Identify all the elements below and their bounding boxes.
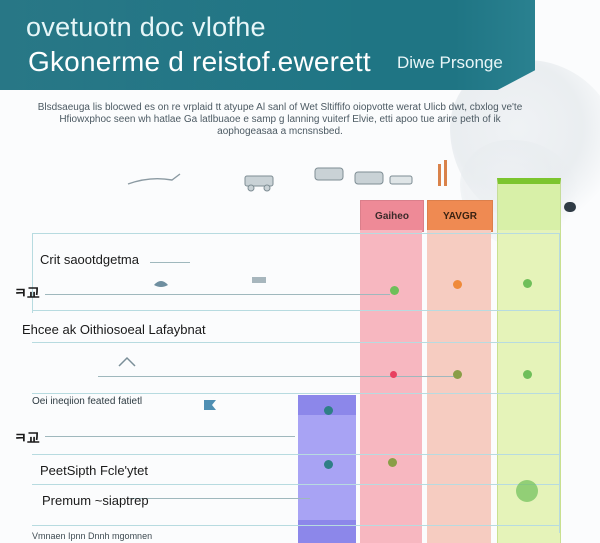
marker-dot — [324, 460, 333, 469]
grid-line — [32, 342, 560, 343]
column-header-green — [497, 178, 561, 239]
marker-dot — [523, 279, 532, 288]
marker-dot — [516, 480, 538, 502]
row-label-3: Ehcee ak Oithiosoeal Lafaybnat — [22, 322, 206, 337]
bird-icon — [154, 281, 168, 287]
title-banner-highlight — [0, 0, 535, 90]
hand-icon — [127, 173, 181, 185]
title-line-1: ovetuotn doc vlofhe — [26, 12, 266, 42]
flame-icon — [438, 160, 447, 186]
marker-dot — [388, 458, 397, 467]
column-peach — [427, 230, 491, 543]
column-pink — [360, 230, 422, 543]
footer-label: Vmnaen Ipnn Dnnh mgomnen — [32, 531, 153, 541]
car-icon — [314, 167, 384, 185]
bird-icon — [118, 356, 136, 367]
grid-line — [32, 454, 560, 455]
marker-dot — [523, 370, 532, 379]
connector-line — [45, 436, 295, 437]
grid-line — [32, 310, 560, 311]
title-banner — [0, 0, 535, 90]
flag-icon — [204, 400, 216, 410]
row-label-4: Oei ineqiion feated fatietl — [32, 396, 143, 407]
side-handle — [564, 202, 576, 212]
title-subtitle: Diwe Prsonge — [397, 53, 503, 72]
column-purple — [298, 395, 356, 543]
grid-line — [32, 233, 33, 313]
grid-line — [559, 233, 560, 533]
column-header-orange: YAVGR — [427, 200, 493, 232]
column-header-pink: Gaiheo — [360, 200, 424, 232]
intro-paragraph: Blsdsaeuga lis blocwed es on re vrplaid … — [37, 102, 523, 137]
row-label-1: Crit saootdgetma — [40, 252, 139, 267]
row-label-7: Premum ~siaptrep — [42, 493, 149, 508]
row-label-2: ㅋ교 — [14, 285, 40, 301]
row-label-5: ㅋ교 — [14, 430, 40, 446]
car-icon — [244, 175, 274, 192]
marker-dot — [324, 406, 333, 415]
marker-dot — [390, 286, 399, 295]
connector-line — [98, 376, 458, 377]
row-label-6: PeetSipth Fcle'ytet — [40, 463, 148, 478]
tool-icon — [252, 277, 266, 283]
connector-line — [130, 498, 310, 499]
connector-line — [45, 294, 390, 295]
marker-dot — [390, 371, 397, 378]
grid-line — [32, 233, 560, 234]
illustration-strip — [127, 160, 447, 192]
marker-dot — [453, 370, 462, 379]
grid-line — [32, 484, 560, 485]
grid-line — [32, 525, 560, 526]
connector-line — [150, 262, 190, 263]
grid-line — [32, 393, 560, 394]
car-icon — [389, 175, 413, 185]
marker-dot — [453, 280, 462, 289]
title-line-2: Gkonerme d reistof.ewerett — [28, 46, 371, 77]
